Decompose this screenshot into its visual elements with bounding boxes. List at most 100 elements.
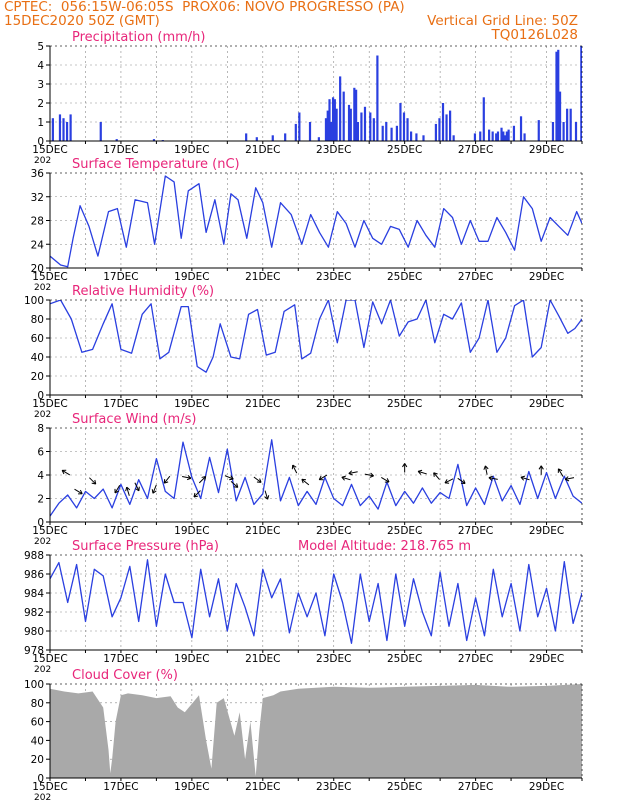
precip-bar bbox=[441, 103, 445, 141]
precip-bar bbox=[505, 131, 508, 141]
wind-arrow bbox=[484, 465, 488, 475]
wind-arrow-head bbox=[488, 475, 493, 481]
precip-bar bbox=[376, 55, 379, 141]
y-tick-label: 40 bbox=[31, 735, 44, 747]
wind-arrow bbox=[74, 488, 83, 495]
x-tick-label: 25DEC bbox=[387, 653, 422, 665]
precip-bar bbox=[65, 122, 69, 141]
wind-arrow bbox=[134, 482, 140, 491]
y-tick-label: 60 bbox=[31, 333, 44, 345]
x-tick-label: 17DEC bbox=[103, 525, 138, 537]
wind-arrow bbox=[565, 477, 575, 480]
precip-bar bbox=[523, 133, 526, 141]
x-tick-label: 25DEC bbox=[387, 144, 422, 156]
x-tick-label: 25DEC bbox=[387, 398, 422, 410]
precip-bar bbox=[356, 122, 359, 141]
precip-bar bbox=[308, 122, 312, 141]
wind-arrow bbox=[417, 470, 427, 475]
x-tick-label: 15DEC bbox=[32, 398, 67, 410]
wind-arrow-head bbox=[564, 476, 570, 482]
precip-bar bbox=[482, 97, 485, 141]
x-tick-label: 27DEC bbox=[458, 144, 493, 156]
precip-bar bbox=[62, 118, 65, 141]
precip-bar bbox=[363, 106, 367, 141]
x-tick-label: 27DEC bbox=[458, 271, 493, 283]
precip-bar bbox=[507, 129, 510, 141]
y-tick-label: 1 bbox=[37, 117, 44, 129]
panel-title: Relative Humidity (%) bbox=[72, 284, 214, 299]
y-tick-label: 100 bbox=[24, 295, 44, 307]
wind-arrow bbox=[163, 475, 171, 484]
y-tick-label: 988 bbox=[24, 550, 44, 562]
header-station: CPTEC: 056:15W-06:05S PROX06: NOVO PROGR… bbox=[4, 0, 405, 15]
x-tick-label: 21DEC bbox=[245, 398, 280, 410]
x-tick-label: 17DEC bbox=[103, 653, 138, 665]
x-tick-label: 15DEC bbox=[32, 144, 67, 156]
wind-arrow-head bbox=[229, 475, 234, 481]
precip-bar bbox=[353, 87, 356, 141]
wind-arrow-head bbox=[402, 463, 408, 468]
y-tick-label: 978 bbox=[24, 645, 44, 657]
header-grid-line: Vertical Grid Line: 50Z bbox=[427, 13, 578, 29]
precip-bar bbox=[399, 103, 402, 141]
y-tick-label: 28 bbox=[31, 216, 44, 228]
wind-arrow-head bbox=[163, 479, 169, 484]
x-tick-label: 15DEC bbox=[32, 525, 67, 537]
wind-arrow-head bbox=[341, 475, 346, 481]
y-tick-label: 20 bbox=[31, 263, 44, 275]
series-line bbox=[50, 439, 582, 517]
y-tick-label: 80 bbox=[31, 314, 44, 326]
x-tick-label: 29DEC bbox=[529, 271, 564, 283]
precip-bar bbox=[328, 99, 331, 141]
precip-bar bbox=[496, 131, 500, 141]
y-tick-label: 984 bbox=[24, 588, 44, 600]
precip-bar bbox=[339, 76, 342, 141]
precip-bar bbox=[99, 122, 102, 141]
precip-bar bbox=[519, 116, 523, 141]
y-tick-label: 0 bbox=[37, 136, 44, 148]
precip-bar bbox=[502, 131, 505, 141]
year-label: 202 bbox=[34, 793, 51, 800]
y-tick-label: 982 bbox=[24, 607, 44, 619]
y-tick-label: 20 bbox=[31, 371, 44, 383]
wind-arrow-head bbox=[444, 479, 450, 484]
x-tick-label: 19DEC bbox=[174, 271, 209, 283]
precip-bar bbox=[342, 91, 345, 141]
x-tick-label: 21DEC bbox=[245, 525, 280, 537]
precip-bar bbox=[434, 123, 438, 141]
precip-bar bbox=[390, 127, 393, 141]
wind-arrow bbox=[89, 477, 97, 485]
precip-bar bbox=[58, 114, 62, 141]
year-label: 202 bbox=[34, 410, 51, 420]
y-tick-label: 6 bbox=[37, 447, 44, 459]
y-tick-label: 100 bbox=[24, 679, 44, 691]
precip-bar bbox=[369, 112, 372, 141]
x-tick-label: 17DEC bbox=[103, 144, 138, 156]
series-line bbox=[50, 559, 582, 644]
wind-arrow bbox=[126, 486, 130, 496]
wind-arrow bbox=[193, 490, 201, 498]
wind-arrow-head bbox=[78, 489, 83, 495]
precip-bar bbox=[491, 131, 494, 141]
x-tick-label: 19DEC bbox=[174, 781, 209, 793]
wind-arrow bbox=[224, 475, 234, 480]
precip-bar bbox=[245, 133, 248, 141]
y-tick-label: 20 bbox=[31, 754, 44, 766]
precip-bar bbox=[284, 133, 287, 141]
x-tick-label: 29DEC bbox=[529, 525, 564, 537]
precip-bar bbox=[580, 46, 582, 141]
wind-arrow bbox=[488, 477, 498, 480]
x-tick-label: 19DEC bbox=[174, 525, 209, 537]
wind-arrow-head bbox=[193, 492, 199, 498]
precip-bar bbox=[409, 131, 413, 141]
precip-bar bbox=[324, 118, 328, 141]
x-tick-label: 23DEC bbox=[316, 398, 351, 410]
wind-arrow-head bbox=[114, 488, 119, 494]
precip-bar bbox=[330, 122, 333, 141]
wind-arrow bbox=[433, 472, 440, 480]
precip-bar bbox=[294, 123, 297, 141]
wind-arrow bbox=[444, 478, 454, 484]
precip-bar bbox=[349, 108, 352, 141]
wind-arrow-head bbox=[433, 472, 438, 477]
wind-arrow-head bbox=[460, 479, 466, 484]
